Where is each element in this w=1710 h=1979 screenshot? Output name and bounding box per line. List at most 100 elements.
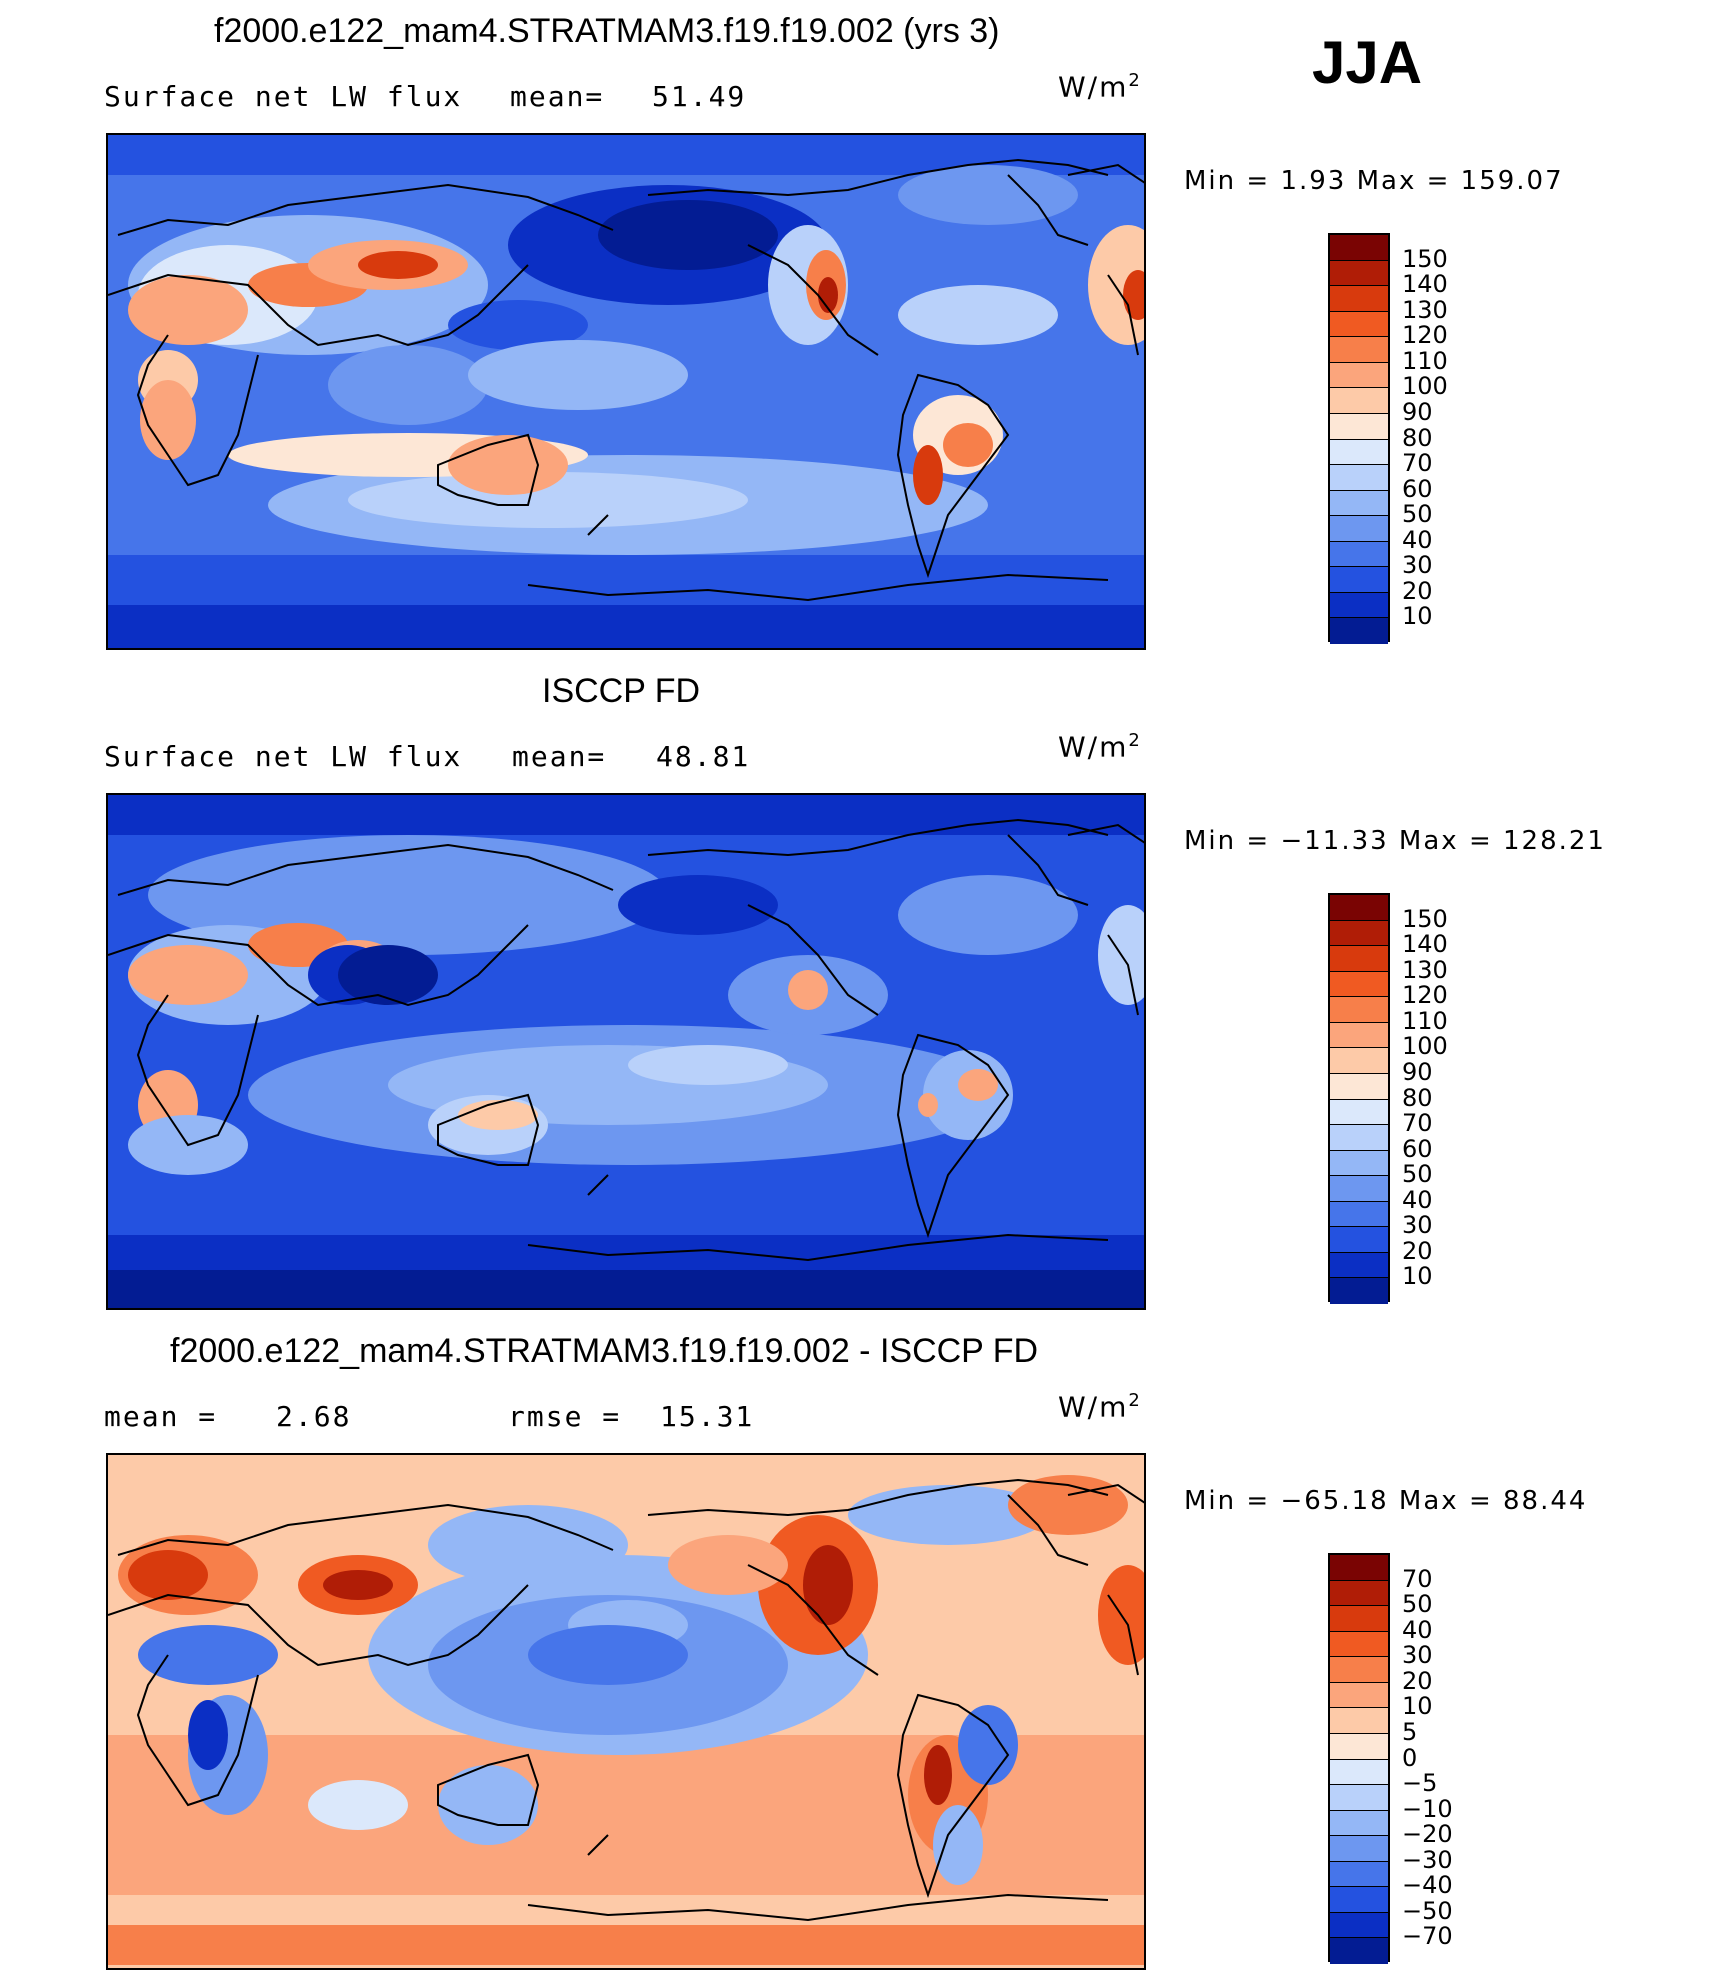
panel-2-colorbar-labels: 150 140 130 120 110 100 90 80 70 60 50 40 30 20 10 — [1402, 893, 1462, 1302]
colorbar-tick-label: 20 — [1402, 576, 1433, 605]
colorbar-swatch — [1330, 260, 1388, 287]
panel-1-units: W/m2 — [1058, 70, 1142, 104]
colorbar-swatch — [1330, 388, 1388, 414]
colorbar-tick-label: 80 — [1402, 423, 1433, 452]
colorbar-tick-label: 10 — [1402, 1692, 1433, 1721]
panel-3-rmse-label: rmse = — [508, 1400, 622, 1433]
colorbar-tick-label: 40 — [1402, 1615, 1433, 1644]
colorbar-swatch — [1330, 516, 1388, 542]
colorbar-tick-label: 30 — [1402, 551, 1433, 580]
colorbar-swatch — [1330, 971, 1388, 998]
colorbar-swatch — [1330, 946, 1388, 972]
colorbar-swatch — [1330, 362, 1388, 389]
colorbar-swatch — [1330, 1099, 1388, 1126]
colorbar-tick-label: 120 — [1402, 981, 1448, 1010]
panel-1-title: f2000.e122_mam4.STRATMAM3.f19.f19.002 (y… — [214, 12, 1000, 50]
panel-3-colorbar-labels: 70 50 40 30 20 10 5 0 −5 −10 −20 −30 −40 −50 −70 — [1402, 1553, 1472, 1962]
panel-1-mean-value: 51.49 — [652, 80, 747, 113]
colorbar-tick-label: 100 — [1402, 1032, 1448, 1061]
colorbar-tick-label: −70 — [1402, 1922, 1453, 1951]
colorbar-tick-label: 90 — [1402, 1057, 1433, 1086]
colorbar-tick-label: 40 — [1402, 1185, 1433, 1214]
colorbar-swatch — [1330, 592, 1388, 619]
colorbar-tick-label: 120 — [1402, 321, 1448, 350]
panel-2-units: W/m2 — [1058, 730, 1142, 764]
colorbar-swatch — [1330, 1887, 1388, 1913]
colorbar-tick-label: 80 — [1402, 1083, 1433, 1112]
colorbar-swatch — [1330, 1861, 1388, 1888]
colorbar-swatch — [1330, 439, 1388, 466]
colorbar-swatch — [1330, 1048, 1388, 1074]
panel-3-map — [106, 1453, 1146, 1970]
colorbar-swatch — [1330, 1125, 1388, 1151]
panel-3-title: f2000.e122_mam4.STRATMAM3.f19.f19.002 - … — [170, 1332, 1039, 1370]
panel-3-min-max: Min = −65.18 Max = 88.44 — [1184, 1486, 1588, 1516]
panel-1-mean-label: mean= — [510, 80, 605, 113]
colorbar-tick-label: 30 — [1402, 1211, 1433, 1240]
colorbar-tick-label: 150 — [1402, 904, 1448, 933]
colorbar-tick-label: 130 — [1402, 295, 1448, 324]
season-label: JJA — [1312, 29, 1423, 96]
panel-1-min-max: Min = 1.93 Max = 159.07 — [1184, 166, 1564, 196]
panel-3-colorbar — [1328, 1553, 1390, 1964]
panel-2-colorbar — [1328, 893, 1390, 1304]
panel-3-rmse-value: 15.31 — [660, 1400, 755, 1433]
colorbar-tick-label: 0 — [1402, 1743, 1418, 1772]
colorbar-tick-label: 50 — [1402, 1590, 1433, 1619]
colorbar-swatch — [1330, 1938, 1388, 1964]
colorbar-tick-label: −10 — [1402, 1794, 1453, 1823]
panel-3-mean-value: 2.68 — [276, 1400, 352, 1433]
colorbar-swatch — [1330, 1785, 1388, 1811]
colorbar-swatch — [1330, 337, 1388, 363]
panel-1-colorbar-labels: 150 140 130 120 110 100 90 80 70 60 50 40 30 20 10 — [1402, 233, 1462, 642]
colorbar-tick-label: 130 — [1402, 955, 1448, 984]
colorbar-tick-label: 20 — [1402, 1236, 1433, 1265]
colorbar-tick-label: 50 — [1402, 1160, 1433, 1189]
panel-2-variable-label: Surface net LW flux — [104, 740, 463, 773]
colorbar-tick-label: 100 — [1402, 372, 1448, 401]
colorbar-swatch — [1330, 1759, 1388, 1786]
panel-1-variable-label: Surface net LW flux — [104, 80, 463, 113]
colorbar-swatch — [1330, 1201, 1388, 1228]
panel-2-title: ISCCP FD — [542, 672, 701, 710]
colorbar-swatch — [1330, 413, 1388, 440]
colorbar-tick-label: 40 — [1402, 525, 1433, 554]
colorbar-swatch — [1330, 618, 1388, 644]
colorbar-swatch — [1330, 1073, 1388, 1100]
colorbar-tick-label: −40 — [1402, 1871, 1453, 1900]
panel-2-mean-value: 48.81 — [656, 740, 751, 773]
colorbar-tick-label: 10 — [1402, 602, 1433, 631]
colorbar-swatch — [1330, 1733, 1388, 1760]
colorbar-swatch — [1330, 490, 1388, 517]
colorbar-swatch — [1330, 920, 1388, 947]
colorbar-swatch — [1330, 1708, 1388, 1734]
colorbar-tick-label: 150 — [1402, 244, 1448, 273]
colorbar-swatch — [1330, 567, 1388, 593]
colorbar-swatch — [1330, 1150, 1388, 1177]
panel-1-colorbar — [1328, 233, 1390, 644]
colorbar-swatch — [1330, 1176, 1388, 1202]
colorbar-tick-label: −30 — [1402, 1845, 1453, 1874]
colorbar-tick-label: 110 — [1402, 346, 1448, 375]
panel-3-mean-label: mean = — [104, 1400, 218, 1433]
colorbar-swatch — [1330, 1631, 1388, 1658]
colorbar-swatch — [1330, 1810, 1388, 1837]
panel-2-mean-label: mean= — [512, 740, 607, 773]
colorbar-swatch — [1330, 895, 1388, 921]
colorbar-tick-label: 70 — [1402, 1109, 1433, 1138]
colorbar-tick-label: 60 — [1402, 474, 1433, 503]
colorbar-tick-label: −5 — [1402, 1769, 1438, 1798]
colorbar-swatch — [1330, 1606, 1388, 1632]
colorbar-swatch — [1330, 286, 1388, 312]
colorbar-swatch — [1330, 465, 1388, 491]
colorbar-swatch — [1330, 235, 1388, 261]
panel-1-map — [106, 133, 1146, 650]
colorbar-tick-label: 70 — [1402, 449, 1433, 478]
colorbar-swatch — [1330, 1022, 1388, 1049]
panel-2-map — [106, 793, 1146, 1310]
colorbar-tick-label: 50 — [1402, 500, 1433, 529]
colorbar-tick-label: 140 — [1402, 270, 1448, 299]
colorbar-tick-label: 10 — [1402, 1262, 1433, 1291]
panel-3-units: W/m2 — [1058, 1390, 1142, 1424]
colorbar-swatch — [1330, 1657, 1388, 1683]
